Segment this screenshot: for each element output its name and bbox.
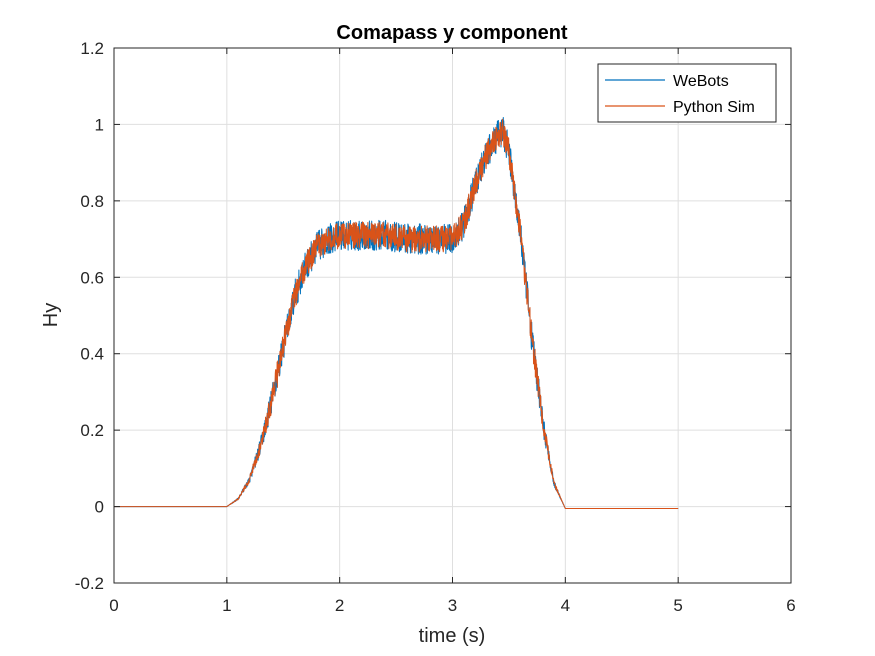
y-tick-label: 1.2	[80, 39, 104, 58]
legend: WeBots Python Sim	[597, 63, 777, 123]
y-tick-label: -0.2	[75, 574, 104, 593]
y-tick-label: 1	[95, 115, 104, 134]
x-tick-label: 1	[222, 596, 231, 615]
y-tick-label: 0.8	[80, 192, 104, 211]
grid	[113, 47, 792, 584]
legend-label-webots: WeBots	[673, 73, 729, 90]
x-tick-label: 6	[786, 596, 795, 615]
x-tick-label: 2	[335, 596, 344, 615]
legend-label-python-sim: Python Sim	[673, 99, 755, 116]
series-line-webots	[113, 117, 679, 509]
y-tick-label: 0	[95, 498, 104, 517]
x-tick-label: 3	[448, 596, 457, 615]
x-tick-label: 0	[109, 596, 118, 615]
y-tick-label: 0.6	[80, 268, 104, 287]
series-lines	[113, 117, 679, 509]
x-tick-label: 5	[673, 596, 682, 615]
ticks: 0 1 2 3 4 5 6 -0.2 0 0.2 0.4 0.6 0.8 1 1.2	[75, 39, 796, 615]
y-axis-label: Hy	[40, 303, 62, 327]
y-tick-label: 0.2	[80, 421, 104, 440]
chart-title: Comapass y component	[336, 22, 568, 44]
legend-box	[597, 63, 777, 123]
y-tick-label: 0.4	[80, 345, 104, 364]
x-tick-label: 4	[561, 596, 570, 615]
x-axis-label: time (s)	[419, 625, 486, 647]
series-line-python-sim	[113, 118, 679, 509]
